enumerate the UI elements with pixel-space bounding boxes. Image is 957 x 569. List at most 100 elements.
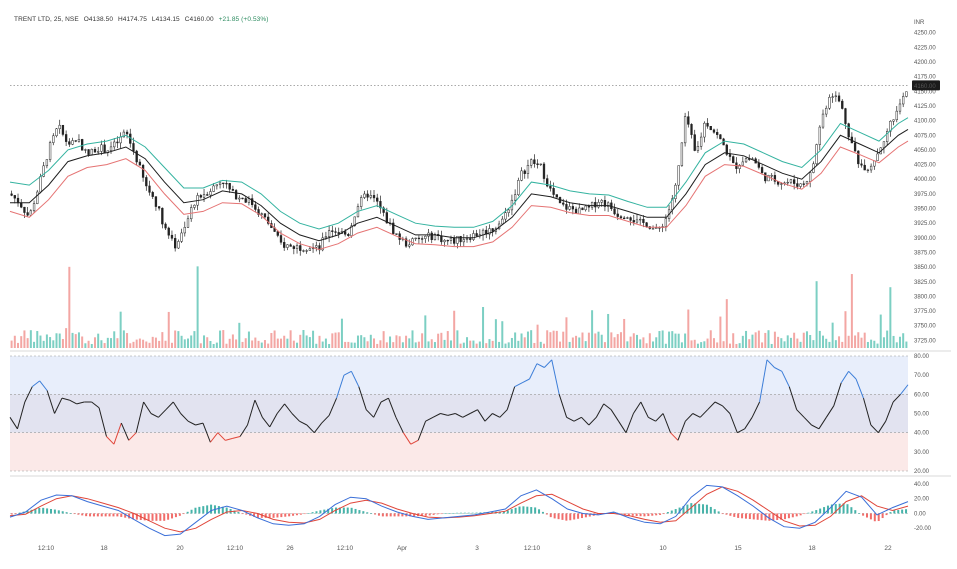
volume-bar (61, 338, 64, 348)
macd-line (9, 484, 909, 537)
volume-bar (594, 333, 597, 348)
macd-histogram-bar (635, 513, 638, 517)
volume-bar (52, 340, 55, 348)
macd-histogram-bar (85, 513, 88, 517)
macd-histogram-bar (381, 513, 384, 517)
candle-body (728, 154, 732, 157)
volume-bar (385, 342, 388, 348)
volume-bar (90, 343, 93, 348)
macd-histogram-bar (787, 513, 790, 519)
volume-bar (745, 330, 748, 348)
volume-bar (764, 332, 767, 348)
volume-bar (116, 338, 119, 348)
candle-body (404, 238, 408, 247)
macd-histogram-bar (358, 510, 361, 514)
volume-bar (39, 335, 42, 348)
volume-bar (722, 341, 725, 348)
candle-body (821, 113, 825, 128)
rsi-line-segment (877, 420, 887, 433)
macd-histogram-bar (370, 513, 373, 515)
time-tick-label: 8 (587, 545, 591, 552)
volume-bar (504, 343, 507, 348)
macd-histogram-bar (374, 513, 377, 515)
macd-histogram-bar (46, 508, 49, 514)
candle-body (616, 213, 619, 217)
volume-bar (106, 337, 109, 348)
candle-body (97, 151, 100, 153)
volume-bar (712, 338, 715, 348)
macd-histogram-bar (14, 513, 17, 515)
rsi-line-segment (737, 428, 745, 434)
rsi-line-segment (261, 417, 271, 428)
candle-body (138, 161, 142, 166)
candle-body (844, 108, 847, 124)
macd-histogram-bar (34, 508, 37, 514)
macd-histogram-bar (647, 513, 650, 517)
volume-bar (42, 340, 45, 348)
macd-histogram-bar (612, 512, 615, 514)
rsi-line-segment (648, 416, 656, 422)
volume-bars (10, 266, 908, 348)
candle-body (767, 175, 770, 182)
candle-body (440, 235, 443, 243)
rsi-line-segment (76, 401, 85, 405)
price-tick-label: 3975.00 (914, 192, 936, 198)
volume-bar (305, 335, 308, 348)
volume-bar (568, 341, 571, 348)
candle-body (539, 163, 542, 166)
volume-bar (10, 340, 13, 348)
volume-bar (818, 330, 821, 348)
rsi-line-segment (180, 413, 189, 422)
price-tick-label: 4175.00 (914, 75, 936, 81)
candle-body (257, 209, 260, 215)
macd-tick-label: 40.00 (914, 482, 930, 488)
candle-body (350, 225, 353, 236)
candle-body (183, 227, 186, 234)
volume-bar (164, 340, 167, 348)
macd-histogram-bar (385, 513, 388, 517)
candle-body (443, 239, 446, 243)
macd-histogram-bar (791, 513, 794, 518)
volume-bar (716, 342, 719, 348)
price-tick-label: 4250.00 (914, 31, 936, 37)
macd-histogram-bar (10, 513, 13, 515)
macd-histogram-bar (186, 511, 189, 514)
candle-body (453, 237, 456, 244)
macd-histogram-bar (830, 504, 833, 514)
volume-bar (469, 340, 472, 348)
time-tick-label: 12:10 (227, 545, 244, 552)
volume-bar (607, 313, 610, 348)
volume-bar (199, 343, 202, 348)
rsi-line-segment (625, 413, 634, 433)
macd-histogram-bar (530, 507, 533, 514)
macd-histogram-bar (89, 513, 92, 517)
candle-body (860, 163, 863, 166)
price-tick-label: 4150.00 (914, 89, 936, 95)
rsi-line-segment (69, 399, 78, 405)
macd-histogram-bar (467, 512, 470, 514)
volume-bar (389, 336, 392, 348)
macd-histogram-bar (92, 513, 95, 517)
macd-histogram-bar (577, 513, 580, 519)
volume-bar (315, 343, 318, 348)
volume-bar (770, 343, 773, 348)
candle-body (796, 183, 799, 187)
macd-histogram-bar (772, 513, 775, 521)
volume-bar (158, 340, 161, 348)
candle-body (780, 183, 783, 185)
time-tick-label: 22 (884, 545, 892, 552)
rsi-line-segment (900, 384, 909, 395)
macd-histogram-bar (233, 510, 236, 514)
macd-histogram-bar (202, 506, 205, 514)
volume-bar (658, 331, 661, 348)
macd-histogram-bar (655, 513, 658, 516)
macd-histogram-bar (131, 513, 134, 520)
volume-bar (879, 314, 882, 348)
candle-body (369, 195, 372, 198)
macd-histogram-bar (104, 513, 107, 517)
macd-histogram-bar (151, 513, 154, 521)
volume-bar (536, 324, 539, 348)
macd-histogram-bar (666, 512, 669, 514)
candle-body (655, 227, 658, 229)
